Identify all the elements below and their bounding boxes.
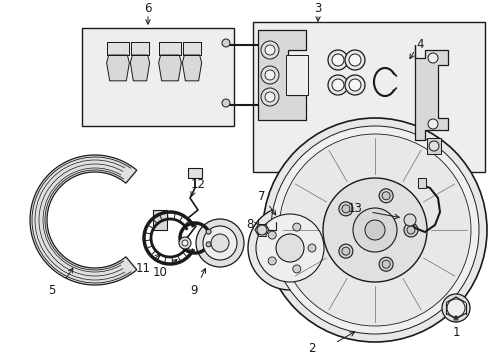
Text: 8: 8 (246, 219, 253, 231)
Polygon shape (153, 210, 167, 230)
Circle shape (257, 225, 266, 235)
Text: 6: 6 (144, 1, 151, 14)
Circle shape (205, 229, 211, 234)
Circle shape (441, 294, 469, 322)
Circle shape (270, 126, 478, 334)
Circle shape (263, 118, 486, 342)
Circle shape (292, 223, 300, 231)
Circle shape (341, 247, 349, 255)
Text: 9: 9 (190, 284, 197, 297)
Circle shape (381, 192, 389, 200)
Polygon shape (30, 155, 137, 285)
Polygon shape (158, 55, 181, 81)
Circle shape (331, 79, 343, 91)
Circle shape (352, 208, 396, 252)
Circle shape (338, 244, 352, 258)
Bar (107, 42, 129, 55)
Circle shape (267, 257, 276, 265)
Circle shape (247, 206, 331, 290)
Polygon shape (106, 55, 129, 81)
Circle shape (427, 119, 437, 129)
Bar (131, 42, 149, 55)
Circle shape (446, 299, 464, 317)
Circle shape (327, 50, 347, 70)
Circle shape (427, 53, 437, 63)
Text: 5: 5 (48, 284, 56, 297)
Circle shape (222, 39, 229, 47)
Circle shape (348, 79, 360, 91)
Circle shape (403, 214, 415, 226)
Circle shape (264, 70, 274, 80)
Bar (285, 55, 307, 95)
Circle shape (205, 242, 211, 247)
Circle shape (267, 231, 276, 239)
Circle shape (348, 54, 360, 66)
Text: 3: 3 (314, 1, 321, 14)
Bar (131, 42, 149, 55)
Circle shape (364, 220, 384, 240)
Circle shape (264, 92, 274, 102)
Polygon shape (414, 45, 447, 140)
Circle shape (261, 66, 279, 84)
Circle shape (403, 223, 417, 237)
Text: 13: 13 (347, 202, 362, 215)
Bar (252, 22, 484, 172)
Circle shape (378, 189, 392, 203)
Polygon shape (182, 55, 201, 81)
Bar (183, 42, 201, 55)
Circle shape (256, 214, 324, 282)
Circle shape (196, 219, 244, 267)
Text: 7: 7 (258, 189, 265, 202)
Bar (107, 42, 129, 55)
Circle shape (428, 141, 438, 151)
Bar (417, 178, 425, 188)
Circle shape (261, 41, 279, 59)
Text: 4: 4 (415, 37, 423, 50)
Circle shape (292, 265, 300, 273)
Polygon shape (130, 55, 149, 81)
Text: 10: 10 (152, 266, 167, 279)
Circle shape (261, 88, 279, 106)
Text: 12: 12 (190, 179, 205, 192)
Circle shape (179, 237, 191, 249)
Bar (82, 28, 234, 126)
Circle shape (406, 226, 414, 234)
Circle shape (338, 202, 352, 216)
Circle shape (182, 240, 187, 246)
Circle shape (381, 260, 389, 268)
Text: 2: 2 (307, 342, 315, 355)
Bar (187, 168, 202, 178)
Circle shape (203, 226, 237, 260)
Circle shape (345, 75, 364, 95)
Circle shape (307, 244, 315, 252)
Bar (159, 42, 181, 55)
Text: 1: 1 (451, 325, 459, 338)
Circle shape (279, 134, 470, 326)
Circle shape (210, 234, 228, 252)
Circle shape (275, 234, 304, 262)
Bar (159, 42, 181, 55)
Circle shape (327, 75, 347, 95)
Circle shape (345, 50, 364, 70)
Circle shape (323, 178, 426, 282)
Circle shape (222, 99, 229, 107)
Bar (426, 138, 440, 154)
Circle shape (264, 45, 274, 55)
Bar (183, 42, 201, 55)
Circle shape (378, 257, 392, 271)
Circle shape (331, 54, 343, 66)
Circle shape (341, 205, 349, 213)
Text: 11: 11 (135, 261, 150, 274)
Polygon shape (258, 30, 305, 120)
